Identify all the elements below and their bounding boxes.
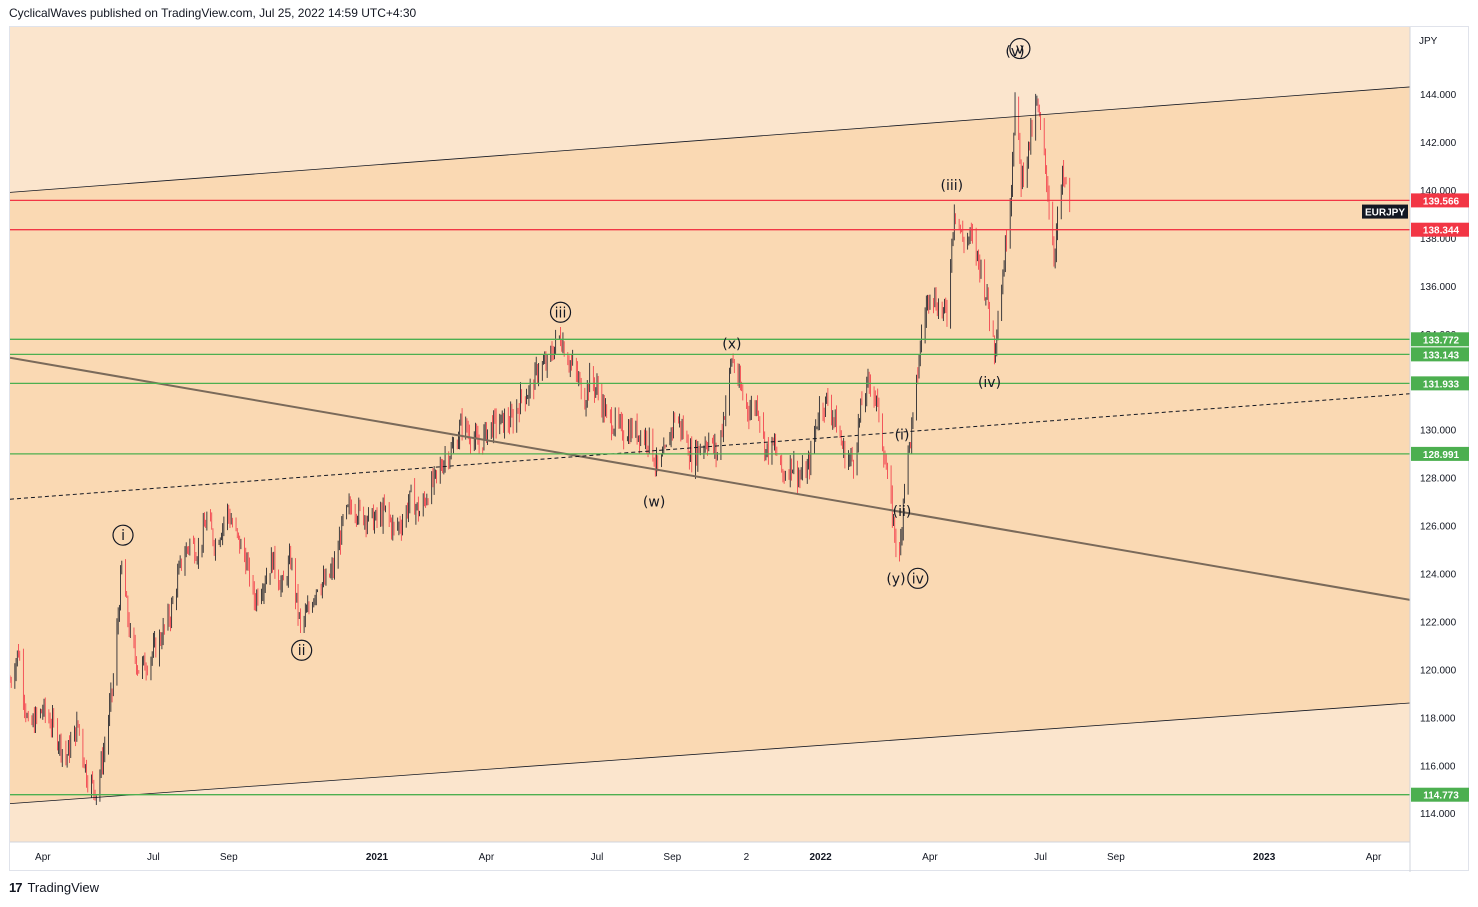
wave-label-circle [291,639,313,661]
price-tick-label: 126.000 [1420,522,1457,533]
levels-layer [10,199,1410,796]
price-level-tag-label: 128.991 [1423,450,1460,461]
time-tick-label: Jul [1034,852,1047,863]
wave-label-circle [112,524,134,546]
wave-label: iii [555,305,567,321]
price-level-tag-label: 138.344 [1423,226,1460,237]
dashed-trendline [10,393,1411,500]
wave-label: i [121,528,125,544]
price-tags-layer: 139.566 138.344 133.772 133.143 131.933 128.9… [1362,193,1469,802]
price-tick-label: 138.000 [1420,234,1457,245]
time-tick-label: Sep [663,852,681,863]
wave-label: (i) [895,428,910,444]
channel-lower-line [10,702,1411,805]
price-tick-label: 124.000 [1420,570,1457,581]
chart-area[interactable]: i ii iii (w) (x) (y) iv (i) (ii) (iii) (iv) (v) v JP… [9,26,1470,872]
time-tick-label: 2022 [809,852,832,863]
price-level-tag-label: 133.772 [1423,335,1460,346]
price-level-tag [1411,222,1469,237]
price-level-tag [1411,347,1469,362]
price-tick-label: 140.000 [1420,186,1457,197]
footer: 17 TradingView [9,880,99,895]
price-tick-label: 128.000 [1420,474,1457,485]
time-tick-label: Apr [1366,852,1382,863]
price-level-tag [1411,446,1469,461]
descending-trendline [10,356,1411,601]
symbol-tag-label: EURJPY [1365,208,1405,219]
wave-label: (iv) [978,375,1001,391]
price-axis-unit: JPY [1419,36,1438,47]
time-tick-label: Apr [35,852,51,863]
price-tick-label: 130.000 [1420,426,1457,437]
price-level-tag-label: 131.933 [1423,379,1460,390]
wave-label: (ii) [893,504,912,520]
price-tick-label: 116.000 [1420,761,1456,772]
time-axis: Apr Jul Sep 2021 Apr Jul Sep 2 2022 Apr Jul Sep 2023… [35,852,1382,863]
time-tick-label: Sep [220,852,238,863]
price-tick-label: 144.000 [1420,90,1457,101]
price-tick-label: 142.000 [1420,138,1457,149]
wave-label: (w) [643,495,665,511]
price-level-tag [1411,376,1469,391]
symbol-tag [1362,204,1408,219]
channel-upper-line [10,86,1411,193]
price-tick-label: 114.000 [1420,809,1456,820]
price-tick-label: 120.000 [1420,665,1457,676]
time-tick-label: 2 [744,852,750,863]
wave-label: (iii) [941,178,964,194]
price-level-tag [1411,193,1469,208]
time-tick-label: 2023 [1253,852,1276,863]
time-tick-label: Apr [479,852,495,863]
wave-label-circle [549,301,572,323]
wave-label-circle [907,567,929,589]
publish-info: CyclicalWaves published on TradingView.c… [9,6,417,20]
price-tick-label: 118.000 [1420,713,1456,724]
wave-label: ii [298,643,306,659]
wave-label-circle [1009,37,1031,60]
wave-label: (x) [722,336,741,352]
time-tick-label: Sep [1107,852,1125,863]
wave-label: (y) [886,571,905,587]
channel-fill [10,86,1410,804]
footer-brand[interactable]: TradingView [27,880,100,895]
trendlines-layer [10,86,1411,805]
price-level-tag [1411,332,1469,347]
time-tick-label: 2021 [366,852,389,863]
price-axis: 114.000 116.000 118.000 120.000 122.000 124.0… [1420,90,1457,820]
wave-label: iv [912,571,924,587]
tradingview-logo-icon: 17 [9,880,23,895]
price-level-tag-label: 114.773 [1423,791,1459,802]
wave-label: v [1016,42,1024,58]
price-tick-label: 122.000 [1420,617,1457,628]
price-level-tag-label: 133.143 [1423,350,1460,361]
price-tick-label: 136.000 [1420,282,1457,293]
time-tick-label: Jul [147,852,160,863]
price-level-tag [1411,787,1469,802]
time-tick-label: Jul [591,852,604,863]
price-level-tag-label: 139.566 [1423,196,1460,207]
time-tick-label: Apr [922,852,938,863]
